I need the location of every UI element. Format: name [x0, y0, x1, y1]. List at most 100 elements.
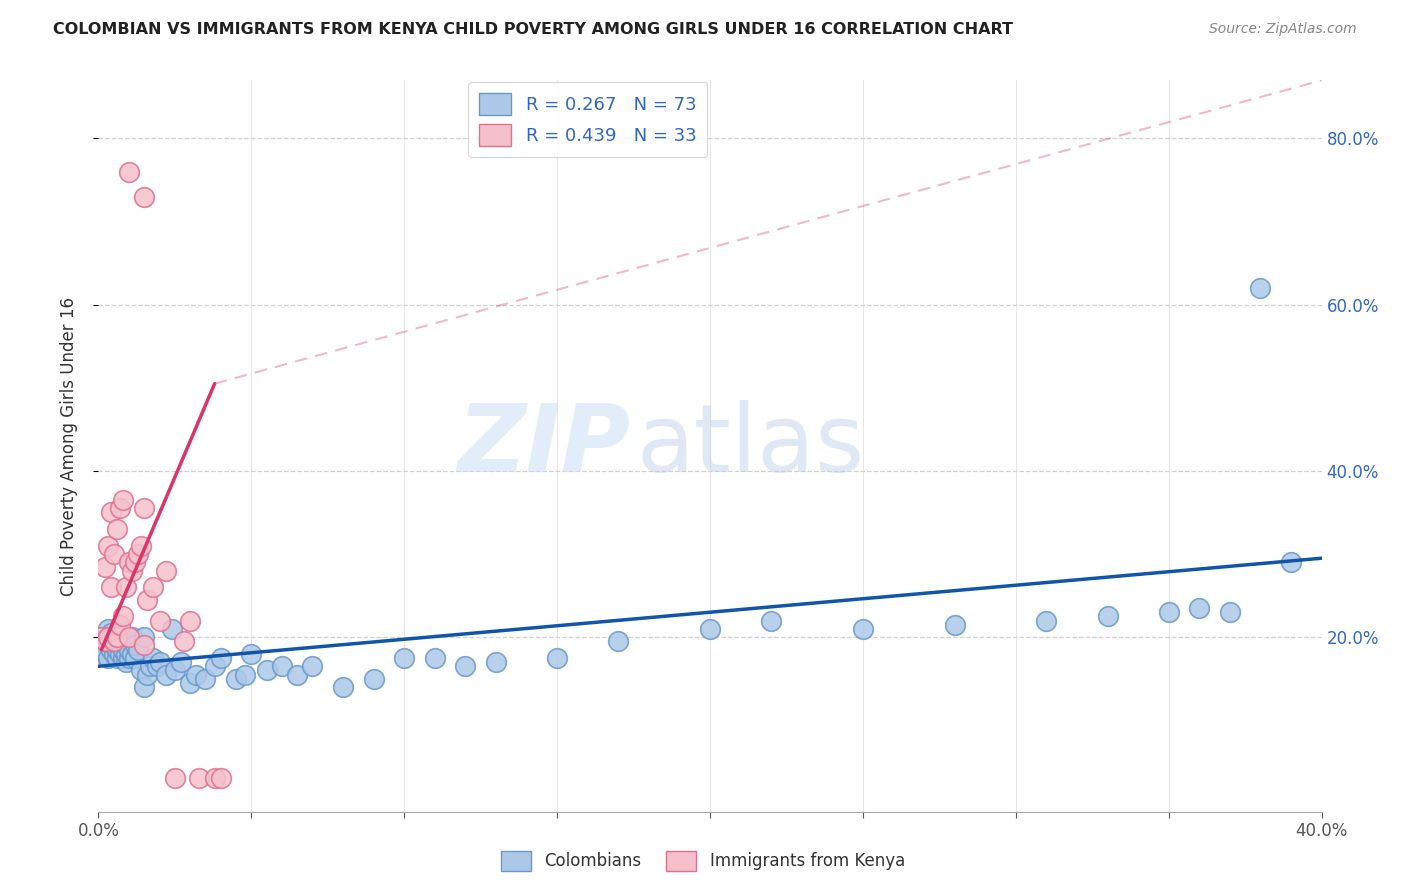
Point [100, 580, 122, 594]
Point [118, 630, 141, 644]
Point [1219, 605, 1241, 619]
Point [607, 634, 630, 648]
Point [256, 664, 278, 678]
Point [173, 634, 195, 648]
Point [118, 651, 141, 665]
Point [108, 617, 131, 632]
Point [233, 667, 256, 681]
Point [118, 555, 141, 569]
Point [1279, 555, 1302, 569]
Point [100, 642, 122, 657]
Point [134, 189, 156, 203]
Point [1249, 281, 1271, 295]
Point [759, 614, 782, 628]
Point [129, 539, 152, 553]
Point [179, 614, 201, 628]
Point [546, 651, 568, 665]
Point [111, 609, 134, 624]
Point [136, 667, 159, 681]
Point [129, 664, 152, 678]
Text: ZIP: ZIP [457, 400, 630, 492]
Point [285, 667, 308, 681]
Point [103, 639, 125, 653]
Point [108, 647, 131, 661]
Point [97, 622, 120, 636]
Point [105, 642, 128, 657]
Point [1157, 605, 1180, 619]
Point [90, 634, 112, 648]
Point [108, 501, 131, 516]
Point [145, 659, 167, 673]
Point [204, 659, 226, 673]
Point [127, 547, 149, 561]
Point [423, 651, 446, 665]
Point [127, 642, 149, 657]
Point [139, 659, 162, 673]
Point [103, 630, 125, 644]
Point [97, 539, 120, 553]
Point [108, 639, 131, 653]
Point [179, 676, 201, 690]
Point [204, 772, 226, 786]
Point [103, 647, 125, 661]
Point [134, 501, 156, 516]
Point [240, 647, 263, 661]
Point [100, 506, 122, 520]
Point [142, 651, 165, 665]
Point [124, 555, 146, 569]
Point [1097, 609, 1119, 624]
Point [108, 630, 131, 644]
Point [163, 772, 186, 786]
Legend: Colombians, Immigrants from Kenya: Colombians, Immigrants from Kenya [492, 842, 914, 880]
Point [93, 634, 115, 648]
Point [103, 547, 125, 561]
Point [115, 647, 138, 661]
Point [1188, 601, 1211, 615]
Point [209, 651, 232, 665]
Point [142, 580, 165, 594]
Point [124, 639, 146, 653]
Point [97, 630, 120, 644]
Point [1035, 614, 1057, 628]
Point [155, 667, 177, 681]
Point [332, 680, 354, 694]
Point [943, 617, 966, 632]
Point [90, 630, 112, 644]
Point [136, 592, 159, 607]
Point [103, 634, 125, 648]
Point [270, 659, 292, 673]
Point [852, 622, 875, 636]
Point [105, 634, 128, 648]
Point [118, 164, 141, 178]
Point [111, 642, 134, 657]
Point [121, 647, 143, 661]
Point [124, 651, 146, 665]
Point [100, 626, 122, 640]
Point [121, 630, 143, 644]
Point [392, 651, 416, 665]
Point [209, 772, 232, 786]
Point [105, 651, 128, 665]
Point [118, 642, 141, 657]
Point [115, 655, 138, 669]
Point [93, 630, 115, 644]
Point [111, 634, 134, 648]
Point [134, 630, 156, 644]
Point [134, 639, 156, 653]
Point [454, 659, 477, 673]
Point [111, 651, 134, 665]
Point [301, 659, 323, 673]
Point [93, 647, 115, 661]
Point [163, 664, 186, 678]
Point [105, 522, 128, 536]
Point [115, 580, 138, 594]
Point [97, 651, 120, 665]
Text: atlas: atlas [637, 400, 865, 492]
Text: COLOMBIAN VS IMMIGRANTS FROM KENYA CHILD POVERTY AMONG GIRLS UNDER 16 CORRELATIO: COLOMBIAN VS IMMIGRANTS FROM KENYA CHILD… [53, 22, 1014, 37]
Point [134, 680, 156, 694]
Point [155, 564, 177, 578]
Y-axis label: Child Poverty Among Girls Under 16: Child Poverty Among Girls Under 16 [59, 296, 77, 596]
Text: Source: ZipAtlas.com: Source: ZipAtlas.com [1209, 22, 1357, 37]
Point [111, 493, 134, 508]
Point [105, 630, 128, 644]
